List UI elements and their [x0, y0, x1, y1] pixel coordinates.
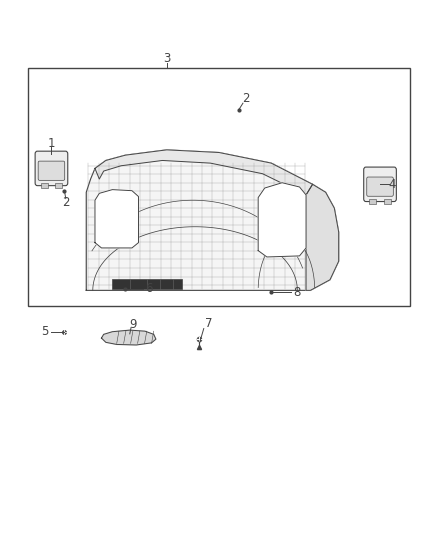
- Bar: [28, 68, 410, 306]
- Bar: [113, 279, 182, 289]
- FancyBboxPatch shape: [364, 167, 396, 201]
- Bar: [384, 199, 391, 204]
- Text: 2: 2: [62, 196, 70, 209]
- Text: 8: 8: [293, 286, 300, 299]
- Polygon shape: [95, 190, 138, 248]
- Text: 3: 3: [163, 52, 170, 65]
- Bar: [370, 199, 376, 204]
- Polygon shape: [95, 150, 313, 195]
- FancyBboxPatch shape: [367, 177, 393, 196]
- Text: 1: 1: [48, 137, 55, 150]
- Text: 4: 4: [388, 178, 396, 191]
- Text: 5: 5: [41, 325, 49, 338]
- Polygon shape: [102, 330, 156, 345]
- FancyBboxPatch shape: [35, 151, 68, 185]
- Bar: [55, 183, 62, 188]
- Polygon shape: [258, 183, 306, 257]
- Text: 7: 7: [205, 317, 213, 330]
- Text: 9: 9: [129, 318, 137, 332]
- Text: 6: 6: [145, 282, 153, 295]
- Polygon shape: [306, 184, 339, 290]
- Bar: [41, 183, 48, 188]
- Polygon shape: [86, 150, 339, 290]
- Text: 2: 2: [242, 92, 250, 105]
- FancyBboxPatch shape: [38, 161, 65, 180]
